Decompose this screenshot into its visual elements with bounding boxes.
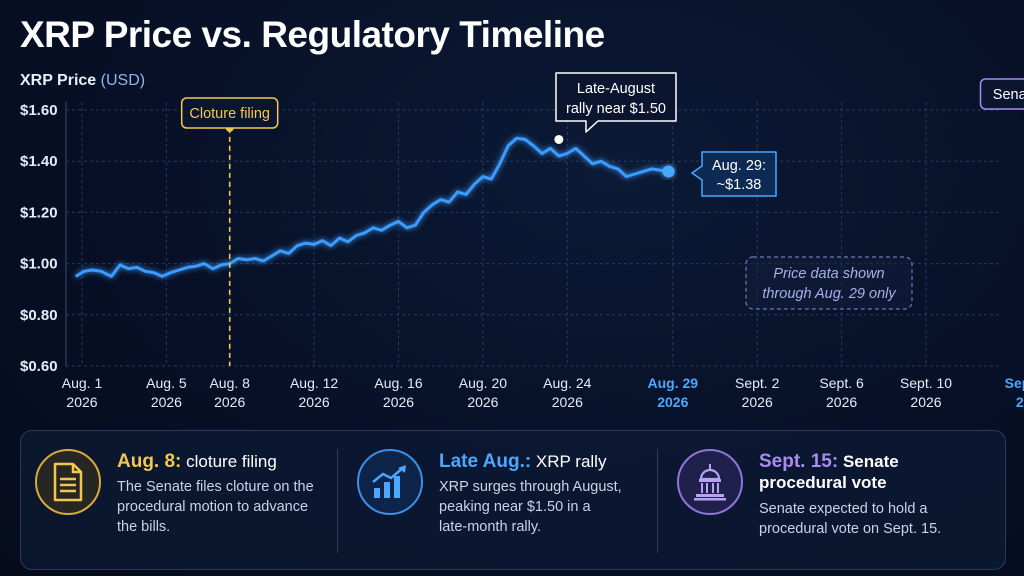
data-note-line: through Aug. 29 only xyxy=(762,286,896,302)
card-rally-line: late-month rally. xyxy=(439,519,542,535)
card-senate-title-1: Senate xyxy=(842,452,899,471)
x-tick-year: 2026 xyxy=(826,394,857,410)
y-tick-label: $1.20 xyxy=(20,204,58,221)
x-tick-label: Aug. 29 xyxy=(648,375,699,391)
cloture-label: Cloture filing xyxy=(189,106,270,122)
x-tick-label: Sept. 6 xyxy=(819,375,864,391)
x-tick-label: Aug. 24 xyxy=(543,375,591,391)
y-tick-label: $0.80 xyxy=(20,307,58,324)
senate-label: Senate vote xyxy=(993,87,1024,103)
rally-callout-line: Late-August xyxy=(577,81,655,97)
x-tick-year: 2026 xyxy=(214,394,245,410)
timeline-cards: Aug. 8: cloture filing The Senate files … xyxy=(20,430,1006,570)
senate-label-box xyxy=(979,78,1024,110)
chart-title: XRP Price vs. Regulatory Timeline xyxy=(20,14,605,55)
y-axis-label-main: XRP Price xyxy=(20,72,97,89)
card-rally-heading: Late Aug.: XRP rally xyxy=(439,451,606,472)
card-rally: Late Aug.: XRP rally XRP surges through … xyxy=(343,431,663,569)
card-senate-line: procedural vote on Sept. 15. xyxy=(759,521,942,537)
card-senate: Sept. 15: Senate procedural vote Senate … xyxy=(663,431,1003,569)
x-tick-label: Aug. 5 xyxy=(146,375,187,391)
capitol-icon xyxy=(677,449,743,515)
x-tick-label: Aug. 1 xyxy=(62,375,103,391)
x-tick-label: Aug. 16 xyxy=(374,375,422,391)
card-rally-line: XRP surges through August, xyxy=(439,479,622,495)
y-axis-label: XRP Price (USD) xyxy=(20,72,145,90)
price-line xyxy=(74,136,669,278)
y-tick-label: $1.60 xyxy=(20,102,58,119)
rising-chart-icon xyxy=(357,449,423,515)
x-tick-label: Sept. 15 xyxy=(1005,375,1024,391)
price-chart: Cloture filing Senate vote Late-August rall… xyxy=(20,72,1024,410)
document-icon xyxy=(35,449,101,515)
cloture-label-box xyxy=(180,97,279,129)
latest-price-dot xyxy=(662,165,675,178)
x-tick-year: 2026 xyxy=(383,394,414,410)
card-cloture: Aug. 8: cloture filing The Senate files … xyxy=(21,431,341,569)
card-divider xyxy=(337,449,338,553)
card-rally-date: Late Aug.: xyxy=(439,451,532,472)
card-senate-text: Senate expected to hold a procedural vot… xyxy=(759,499,941,539)
x-tick-label: Aug. 20 xyxy=(459,375,507,391)
card-rally-title: XRP rally xyxy=(535,452,607,471)
x-tick-label: Aug. 12 xyxy=(290,375,338,391)
card-cloture-text: The Senate files cloture on the procedur… xyxy=(117,477,314,537)
x-tick-year: 2026 xyxy=(910,394,941,410)
y-tick-label: $1.00 xyxy=(20,256,58,273)
x-tick-year: 2026 xyxy=(151,394,182,410)
x-tick-year: 2026 xyxy=(467,394,498,410)
card-cloture-title: cloture filing xyxy=(186,452,277,471)
latest-callout-line: Aug. 29: xyxy=(712,158,766,174)
card-cloture-line: the bills. xyxy=(117,519,171,535)
card-divider xyxy=(657,449,658,553)
card-cloture-heading: Aug. 8: cloture filing xyxy=(117,451,277,472)
x-tick-label: Sept. 2 xyxy=(735,375,780,391)
card-rally-line: peaking near $1.50 in a xyxy=(439,499,591,515)
data-note-box xyxy=(745,256,913,310)
card-senate-line: Senate expected to hold a xyxy=(759,501,928,517)
card-senate-title-2: procedural vote xyxy=(759,473,887,492)
x-tick-label: Sept. 10 xyxy=(900,375,952,391)
x-tick-year: 2026 xyxy=(299,394,330,410)
x-tick-year: 2026 xyxy=(742,394,773,410)
x-tick-year: 2026 xyxy=(66,394,97,410)
y-tick-label: $1.40 xyxy=(20,153,58,170)
card-cloture-line: The Senate files cloture on the xyxy=(117,479,314,495)
x-tick-year: 2026 xyxy=(1016,394,1024,410)
rally-callout-line: rally near $1.50 xyxy=(566,101,666,117)
rally-peak-dot xyxy=(554,134,564,144)
card-senate-date: Sept. 15: xyxy=(759,451,839,472)
x-tick-year: 2026 xyxy=(657,394,688,410)
rally-callout-box xyxy=(555,72,677,133)
x-tick-year: 2026 xyxy=(552,394,583,410)
y-tick-label: $0.60 xyxy=(20,358,58,375)
latest-callout-line: ~$1.38 xyxy=(717,177,762,193)
card-cloture-date: Aug. 8: xyxy=(117,451,182,472)
data-note-line: Price data shown xyxy=(773,266,884,282)
card-rally-text: XRP surges through August, peaking near … xyxy=(439,477,622,537)
y-axis-label-unit: (USD) xyxy=(100,72,146,89)
x-tick-label: Aug. 8 xyxy=(209,375,250,391)
latest-callout-box xyxy=(691,151,777,197)
card-senate-heading: Sept. 15: Senate procedural vote xyxy=(759,451,899,493)
card-cloture-line: procedural motion to advance xyxy=(117,499,309,515)
